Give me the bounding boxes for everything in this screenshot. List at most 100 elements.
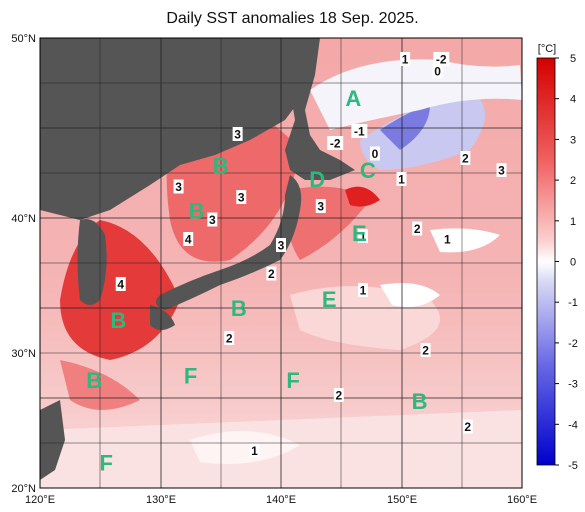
- lat-tick-20: 20°N: [11, 483, 36, 495]
- colorbar-tick-label: 0: [570, 257, 576, 269]
- contour-label: 4: [183, 232, 194, 247]
- colorbar-gradient: [536, 57, 556, 466]
- region-label: F: [100, 451, 113, 476]
- contour-label-text: 4: [117, 278, 124, 292]
- land-kyushu: [150, 305, 175, 330]
- contour-label-text: 2: [268, 267, 275, 281]
- strong-anomaly-off-tohoku: [286, 186, 370, 260]
- colorbar-unit: [°C]: [538, 43, 556, 55]
- contour-label-text: 0: [372, 147, 379, 161]
- contour-label-text: 1: [402, 53, 409, 67]
- colorbar-tick-label: 2: [570, 175, 576, 187]
- colorbar-tick-label: 5: [570, 53, 576, 65]
- contour-label-text: 1: [398, 173, 405, 187]
- land-south: [40, 400, 65, 480]
- region-label: B: [86, 368, 102, 393]
- contour-label-text: 4: [185, 233, 192, 247]
- contour-label: 4: [115, 277, 126, 292]
- contour-label-text: 3: [317, 200, 324, 214]
- contour-label-text: 3: [209, 213, 216, 227]
- contour-label: 2: [224, 331, 235, 346]
- region-label: F: [184, 364, 197, 389]
- contour-label-text: 2: [226, 332, 233, 346]
- contour-label: 2: [460, 151, 471, 166]
- land-korea: [77, 219, 107, 305]
- contour-label: 2: [420, 343, 431, 358]
- region-label: B: [213, 154, 229, 179]
- lat-tick-30: 30°N: [11, 348, 36, 360]
- lat-tick-40: 40°N: [11, 213, 36, 225]
- colorbar-tick-label: -5: [568, 460, 578, 472]
- contour-label: 3: [315, 199, 326, 214]
- contour-label-text: 2: [414, 222, 421, 236]
- contour-label: 2: [412, 221, 423, 236]
- colorbar: [°C] 5 4 3 2 1 0 -1 -2 -3 -4 -5: [536, 43, 578, 472]
- near-zero-okhotsk: [310, 59, 522, 130]
- cold-anomaly-kuril: [360, 90, 485, 170]
- region-label: B: [231, 296, 247, 321]
- region-label: E: [352, 221, 367, 246]
- contour-label: 0: [369, 146, 380, 161]
- contour-label: 2: [266, 266, 277, 281]
- contour-label-text: 1: [444, 233, 451, 247]
- contour-label-text: 1: [360, 284, 367, 298]
- near-zero-patch-2: [380, 282, 440, 308]
- contour-label: 1: [400, 52, 411, 67]
- region-label: A: [345, 86, 361, 111]
- region-label: B: [412, 389, 428, 414]
- region-label: D: [309, 167, 325, 192]
- land-sakhalin-hokkaido: [285, 38, 355, 180]
- region-label: B: [189, 199, 205, 224]
- land-asia-mainland: [40, 38, 305, 220]
- contour-label: 1: [249, 443, 260, 458]
- colorbar-ticks: 5 4 3 2 1 0 -1 -2 -3 -4 -5: [555, 53, 578, 472]
- contour-label: 1: [396, 172, 407, 187]
- contour-label-text: 3: [498, 164, 505, 178]
- contour-label-text: 0: [434, 65, 441, 79]
- colorbar-tick-label: -2: [568, 338, 578, 350]
- lon-tick-140: 140°E: [266, 494, 296, 506]
- lon-axis: 120°E 130°E 140°E 150°E 160°E: [25, 494, 537, 506]
- colorbar-tick-label: -3: [568, 379, 578, 391]
- contour-label: 3: [236, 190, 247, 205]
- colorbar-tick-label: -1: [568, 297, 578, 309]
- contour-label: 3: [232, 127, 243, 142]
- contour-label: 3: [276, 238, 286, 253]
- contour-label-text: 3: [238, 191, 245, 205]
- contour-label-text: -1: [354, 125, 365, 139]
- colorbar-tick-label: 4: [570, 94, 576, 106]
- region-label: E: [322, 287, 337, 312]
- colorbar-tick-label: 1: [570, 216, 576, 228]
- lat-tick-50: 50°N: [11, 33, 36, 45]
- contour-label-text: 1: [251, 444, 258, 458]
- contour-label-text: -2: [436, 53, 447, 67]
- colorbar-tick-label: -4: [568, 419, 578, 431]
- contour-label: 2: [462, 419, 473, 434]
- map-frame: [39, 37, 523, 489]
- graticule: [40, 38, 522, 488]
- contour-label-text: 3: [234, 128, 241, 142]
- contour-label-text: 1: [360, 230, 367, 244]
- lon-tick-130: 130°E: [146, 494, 176, 506]
- contour-label: 1: [442, 232, 453, 247]
- contour-label: -2: [327, 136, 344, 151]
- contour-label: 1: [357, 229, 368, 244]
- lat-axis: 50°N 40°N 30°N 20°N: [11, 33, 36, 495]
- contour-label-text: 3: [175, 180, 182, 194]
- contour-label-text: 3: [278, 239, 285, 253]
- strong-cold-anomaly: [380, 105, 430, 150]
- lon-tick-150: 150°E: [387, 494, 417, 506]
- region-label: B: [110, 308, 126, 333]
- contour-label: -1: [351, 124, 368, 139]
- region-label: C: [360, 158, 376, 183]
- near-zero-patch: [190, 431, 300, 464]
- contour-label: 1: [357, 283, 368, 298]
- region-label: F: [286, 368, 299, 393]
- contour-label-text: 2: [422, 344, 429, 358]
- contour-label-text: 2: [462, 152, 469, 166]
- land: [40, 38, 355, 480]
- contour-label: 3: [496, 163, 507, 178]
